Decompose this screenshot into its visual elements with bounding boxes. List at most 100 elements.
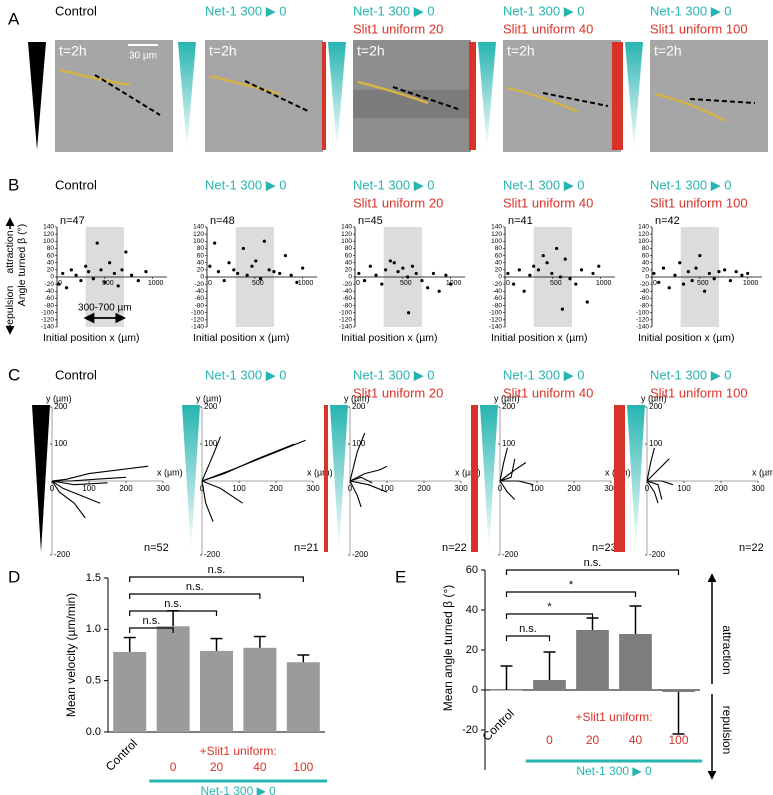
data-point	[728, 278, 733, 283]
y-tick-label: 80	[47, 245, 55, 252]
axon-trace	[59, 68, 131, 87]
slit-bar	[612, 42, 623, 150]
data-point	[283, 253, 288, 258]
data-point	[262, 239, 266, 243]
data-point	[673, 273, 677, 277]
bar	[156, 626, 190, 732]
bar	[490, 690, 523, 691]
trajectory	[349, 476, 373, 484]
y-tick-label: 100	[352, 439, 366, 448]
n-label: n=45	[358, 215, 383, 227]
bar	[662, 690, 695, 692]
y-tick-label: 0	[645, 274, 649, 281]
data-point	[517, 268, 521, 272]
attraction-label: attraction	[4, 230, 16, 273]
n-label: n=48	[210, 215, 235, 227]
x-tick-label: 300	[604, 484, 618, 493]
y-tick-label: 60	[466, 564, 478, 576]
y-tick-label: 60	[47, 252, 55, 259]
y-tick-label: -20	[195, 281, 205, 288]
significance-label: *	[569, 579, 574, 591]
y-tick-label: -40	[493, 288, 503, 295]
data-point	[91, 277, 95, 281]
data-point	[563, 257, 567, 261]
condition-name: Net-1 300 ▶ 0	[650, 3, 732, 18]
x-tick-label: 200	[119, 484, 133, 493]
y-tick-label: 100	[649, 439, 663, 448]
category-label: 40	[629, 733, 643, 747]
data-point	[431, 271, 436, 276]
data-point	[437, 289, 441, 293]
trajectory	[201, 480, 214, 522]
data-point	[568, 277, 572, 281]
data-point	[560, 307, 564, 311]
data-point	[444, 273, 448, 277]
y-tick-label: 80	[197, 245, 205, 252]
trajectory	[646, 480, 663, 500]
data-point	[420, 278, 424, 283]
x-tick-label: 1000	[298, 280, 314, 287]
condition-name: Net-1 300 ▶ 0	[205, 177, 287, 192]
y-tick-label: -140	[41, 324, 54, 331]
category-label: 100	[293, 760, 313, 774]
data-point	[657, 280, 661, 284]
data-point	[136, 278, 140, 283]
y-tick-label: 40	[197, 259, 205, 266]
condition-slit: Slit1 uniform 100	[650, 385, 748, 400]
y-tick-label: -120	[489, 317, 502, 324]
y-tick-label: 140	[43, 224, 54, 231]
y-tick-label: 40	[642, 259, 650, 266]
data-point	[236, 271, 240, 276]
y-axis-label: Mean angle turned β (°)	[441, 585, 455, 711]
data-point	[555, 246, 559, 251]
data-point	[289, 273, 293, 277]
data-point	[120, 268, 124, 272]
y-tick-label: -80	[45, 302, 55, 309]
x-tick-label: 500	[697, 280, 709, 287]
data-point	[57, 282, 61, 286]
y-tick-label: -40	[343, 288, 353, 295]
significance-label: n.s.	[208, 564, 226, 576]
y-tick-label: 120	[638, 231, 649, 238]
gradient-triangle	[178, 42, 196, 150]
x-axis-label: x (µm)	[752, 467, 773, 477]
y-tick-label: 40	[345, 259, 353, 266]
data-point	[652, 271, 656, 276]
y-tick-label: 100	[204, 439, 218, 448]
time-label: t=2h	[59, 43, 87, 59]
x-axis-label: Initial position x (µm)	[193, 332, 290, 344]
y-tick-label: 20	[642, 267, 650, 274]
data-point	[550, 271, 554, 276]
y-tick-label: 0.0	[86, 726, 101, 738]
data-point	[698, 253, 702, 258]
n-label: n=23	[592, 542, 617, 554]
data-point	[396, 270, 400, 274]
data-point	[401, 266, 405, 270]
y-tick-label: -40	[195, 288, 205, 295]
netrin-label: Net-1 300 ▶ 0	[201, 784, 277, 795]
y-tick-label: 0	[50, 274, 54, 281]
condition-name: Net-1 300 ▶ 0	[205, 367, 287, 382]
x-axis-label: Initial position x (µm)	[638, 332, 735, 344]
y-tick-label: -140	[489, 324, 502, 331]
y-tick-label: -120	[41, 317, 54, 324]
y-tick-label: 200	[204, 402, 218, 411]
significance-label: *	[547, 601, 552, 613]
x-axis-label: x (µm)	[157, 467, 183, 477]
y-tick-label: -140	[636, 324, 649, 331]
data-point	[574, 282, 578, 286]
data-point	[410, 264, 414, 268]
data-point	[278, 271, 282, 276]
data-point	[241, 246, 245, 251]
time-label: t=2h	[654, 43, 682, 59]
data-point	[694, 266, 698, 270]
y-tick-label: 20	[197, 267, 205, 274]
gradient-triangle	[478, 42, 496, 150]
data-point	[686, 270, 690, 274]
bar	[200, 650, 233, 732]
data-point	[506, 271, 510, 276]
y-tick-label: 60	[642, 252, 650, 259]
y-tick-label: -200	[649, 550, 666, 559]
micrograph	[650, 40, 768, 152]
